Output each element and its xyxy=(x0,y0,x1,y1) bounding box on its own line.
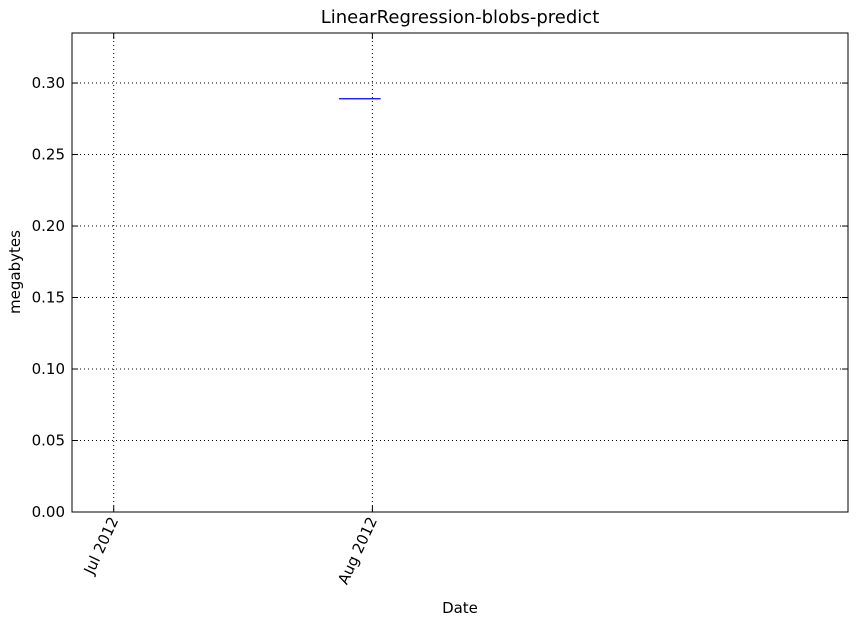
grid xyxy=(72,33,848,512)
y-tick-label: 0.00 xyxy=(32,503,65,521)
x-axis-label: Date xyxy=(442,599,478,617)
y-tick-label: 0.05 xyxy=(32,432,65,450)
y-tick-label: 0.20 xyxy=(32,217,65,235)
y-tick-label: 0.30 xyxy=(32,74,65,92)
y-axis-label: megabytes xyxy=(6,230,24,314)
chart-title: LinearRegression-blobs-predict xyxy=(321,7,600,28)
plot-frame xyxy=(71,32,849,513)
y-tick-label: 0.25 xyxy=(32,146,65,164)
y-tick-label: 0.10 xyxy=(32,360,65,378)
ticks xyxy=(72,33,848,513)
y-tick-label: 0.15 xyxy=(32,289,65,307)
